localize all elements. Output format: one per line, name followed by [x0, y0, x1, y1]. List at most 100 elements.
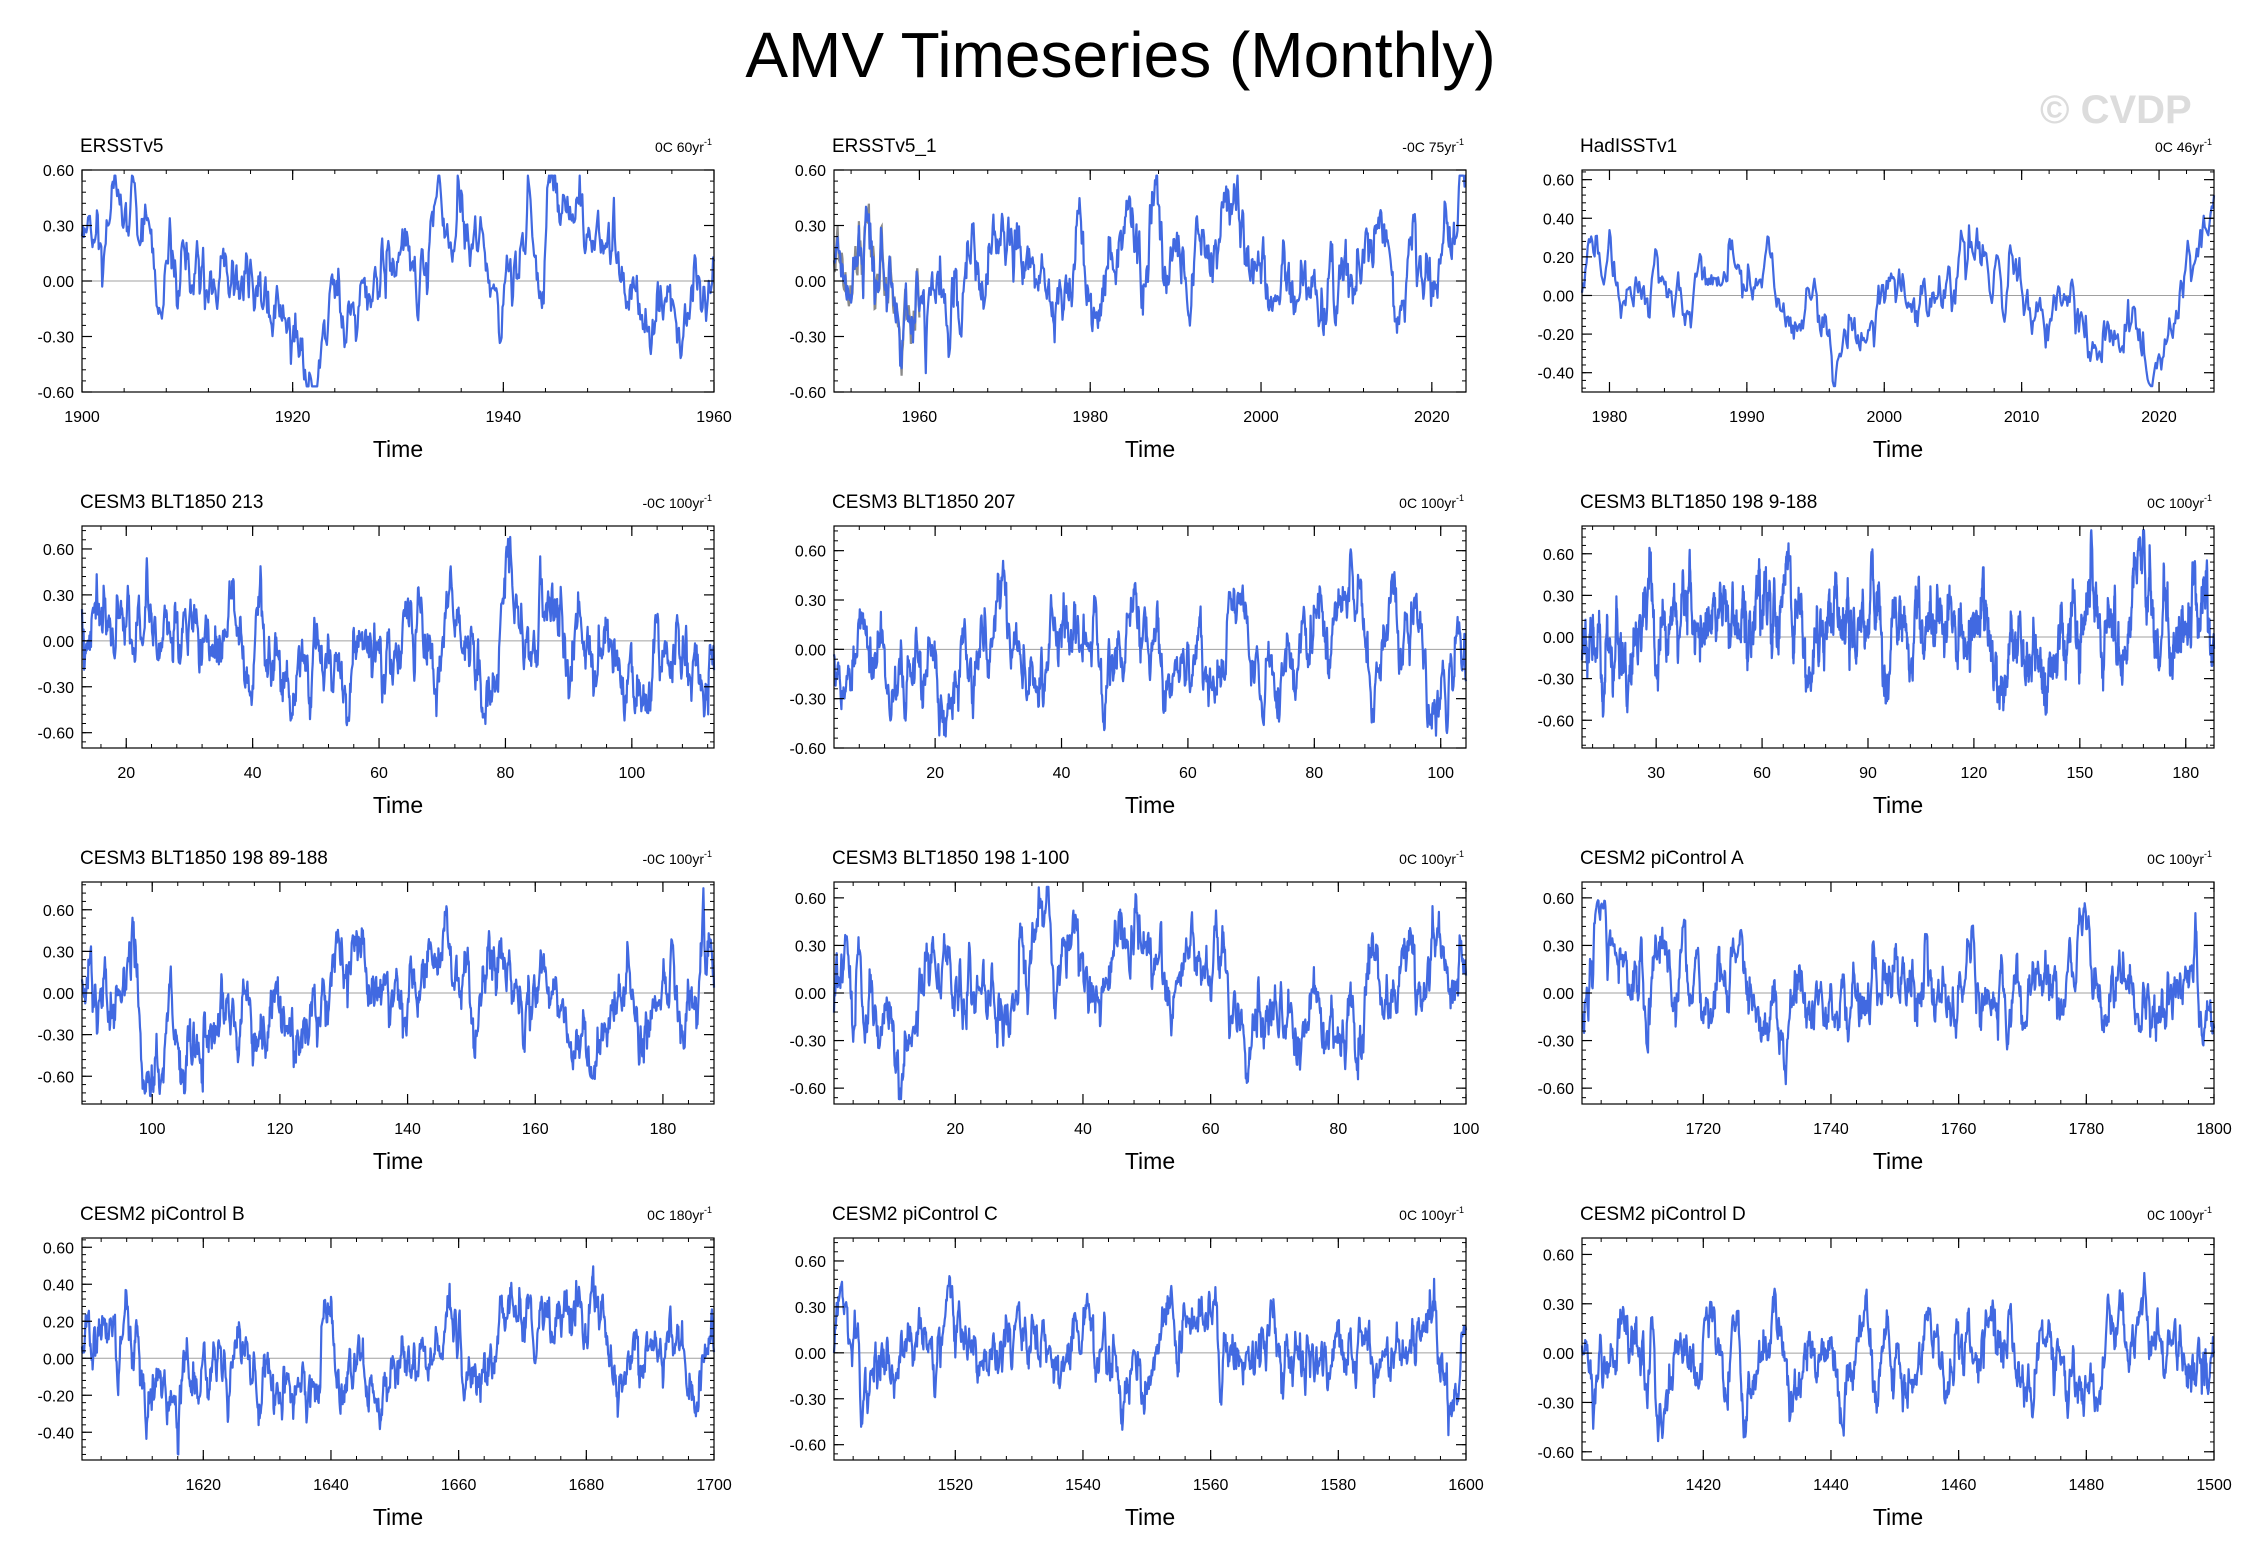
plot-frame: [81, 525, 715, 749]
x-tick-label: 150: [2066, 765, 2093, 782]
x-tick-label: 100: [139, 1121, 166, 1138]
trend-label: 0C 60yr-1: [655, 137, 712, 155]
x-tick-label: 80: [497, 765, 515, 782]
y-tick-label: 0.30: [795, 219, 826, 236]
x-tick-label: 80: [1329, 1121, 1347, 1138]
y-tick-label: 0.00: [795, 642, 826, 659]
trend-label: -0C 75yr-1: [1402, 137, 1464, 155]
x-tick-label: 30: [1647, 765, 1665, 782]
y-tick-label: -0.30: [38, 330, 75, 347]
panel-title: CESM3 BLT1850 207: [832, 492, 1015, 513]
panel-title: CESM2 piControl D: [1580, 1204, 1746, 1225]
x-tick-label: 1680: [569, 1477, 605, 1494]
y-tick-label: 0.60: [1543, 173, 1574, 190]
y-tick-label: 0.60: [795, 891, 826, 908]
series-line: [80, 887, 716, 1098]
x-axis-label: Time: [373, 1148, 423, 1174]
x-axis-label: Time: [373, 436, 423, 462]
y-tick-label: 0.00: [795, 986, 826, 1003]
x-tick-label: 1900: [64, 409, 100, 426]
y-tick-label: -0.30: [38, 1028, 75, 1045]
x-tick-label: 1640: [313, 1477, 349, 1494]
panel-1: ERSSTv5 0C 60yr-1 -0.60 -0.30 0.00 0.30 0.60 19…: [38, 136, 732, 462]
x-tick-label: 40: [244, 765, 262, 782]
series-line: [80, 535, 716, 727]
y-tick-label: 0.60: [43, 1240, 74, 1257]
x-tick-label: 1560: [1193, 1477, 1229, 1494]
x-tick-label: 40: [1053, 765, 1071, 782]
y-tick-label: -0.30: [1538, 672, 1575, 689]
x-tick-label: 120: [267, 1121, 294, 1138]
x-tick-label: 1540: [1065, 1477, 1101, 1494]
y-tick-label: -0.60: [790, 1081, 827, 1098]
y-tick-label: 0.30: [795, 938, 826, 955]
panel-3: HadISSTv1 0C 46yr-1 -0.40 -0.20 0.00 0.20 0.40…: [1538, 136, 2216, 462]
panel-title: CESM3 BLT1850 198 89-188: [80, 848, 328, 869]
x-tick-label: 180: [2172, 765, 2199, 782]
x-tick-label: 1980: [1072, 409, 1108, 426]
x-tick-label: 90: [1859, 765, 1877, 782]
x-tick-label: 180: [650, 1121, 677, 1138]
panel-2: ERSSTv5_1 -0C 75yr-1 -0.60 -0.30 0.00 0.30 0.6…: [790, 136, 1467, 462]
series-line: [832, 885, 1468, 1101]
panel-12: CESM2 piControl D 0C 100yr-1 -0.60 -0.30 0.0…: [1538, 1204, 2232, 1530]
panel-title: CESM3 BLT1850 213: [80, 492, 263, 513]
plot-frame: [1581, 1237, 2215, 1461]
trend-label: 0C 180yr-1: [647, 1205, 712, 1223]
y-tick-label: 0.00: [795, 274, 826, 291]
y-tick-label: -0.30: [790, 330, 827, 347]
y-tick-label: 0.60: [43, 542, 74, 559]
panel-title: CESM2 piControl A: [1580, 848, 1744, 869]
x-tick-label: 60: [370, 765, 388, 782]
series-line: [832, 548, 1468, 738]
x-tick-label: 1460: [1941, 1477, 1977, 1494]
y-tick-label: -0.60: [790, 741, 827, 758]
y-tick-label: 0.30: [43, 219, 74, 236]
x-axis-label: Time: [1125, 1148, 1175, 1174]
trend-label: 0C 100yr-1: [1399, 849, 1464, 867]
x-axis-label: Time: [1125, 792, 1175, 818]
y-tick-label: 0.60: [43, 903, 74, 920]
y-tick-label: -0.30: [1538, 1395, 1575, 1412]
page-title: AMV Timeseries (Monthly): [745, 19, 1496, 91]
y-tick-label: 0.00: [1543, 1346, 1574, 1363]
x-tick-label: 1580: [1321, 1477, 1357, 1494]
plot-frame: [833, 1237, 1467, 1461]
y-tick-label: -0.20: [1538, 327, 1575, 344]
trend-label: 0C 100yr-1: [1399, 493, 1464, 511]
series-line: [80, 174, 716, 388]
x-tick-label: 1600: [1448, 1477, 1484, 1494]
x-tick-label: 1940: [486, 409, 522, 426]
y-tick-label: 0.00: [43, 274, 74, 291]
x-tick-label: 60: [1179, 765, 1197, 782]
x-tick-label: 1500: [2196, 1477, 2232, 1494]
y-tick-label: -0.30: [38, 680, 75, 697]
y-tick-label: 0.30: [1543, 588, 1574, 605]
y-tick-label: 0.40: [43, 1277, 74, 1294]
x-tick-label: 20: [926, 765, 944, 782]
panel-title: ERSSTv5_1: [832, 136, 937, 157]
y-tick-label: -0.20: [38, 1388, 75, 1405]
panel-9: CESM2 piControl A 0C 100yr-1 -0.60 -0.30 0.0…: [1538, 848, 2232, 1174]
series-line: [80, 1265, 716, 1456]
x-tick-label: 140: [394, 1121, 421, 1138]
y-tick-label: -0.60: [1538, 1445, 1575, 1462]
x-tick-label: 60: [1202, 1121, 1220, 1138]
x-tick-label: 1620: [185, 1477, 221, 1494]
x-axis-label: Time: [373, 1504, 423, 1530]
panel-5: CESM3 BLT1850 207 0C 100yr-1 -0.60 -0.30 0.0…: [790, 492, 1468, 818]
x-tick-label: 60: [1753, 765, 1771, 782]
trend-label: 0C 46yr-1: [2155, 137, 2212, 155]
y-tick-label: 0.30: [43, 944, 74, 961]
x-tick-label: 1960: [696, 409, 732, 426]
y-tick-label: -0.30: [790, 1034, 827, 1051]
y-tick-label: 0.40: [1543, 211, 1574, 228]
y-tick-label: 0.00: [1543, 288, 1574, 305]
x-tick-label: 2000: [1243, 409, 1279, 426]
panel-6: CESM3 BLT1850 198 9-188 0C 100yr-1 -0.60 -0…: [1538, 492, 2216, 818]
x-tick-label: 80: [1305, 765, 1323, 782]
x-axis-label: Time: [373, 792, 423, 818]
y-tick-label: -0.60: [1538, 1081, 1575, 1098]
plot-frame: [833, 525, 1467, 749]
